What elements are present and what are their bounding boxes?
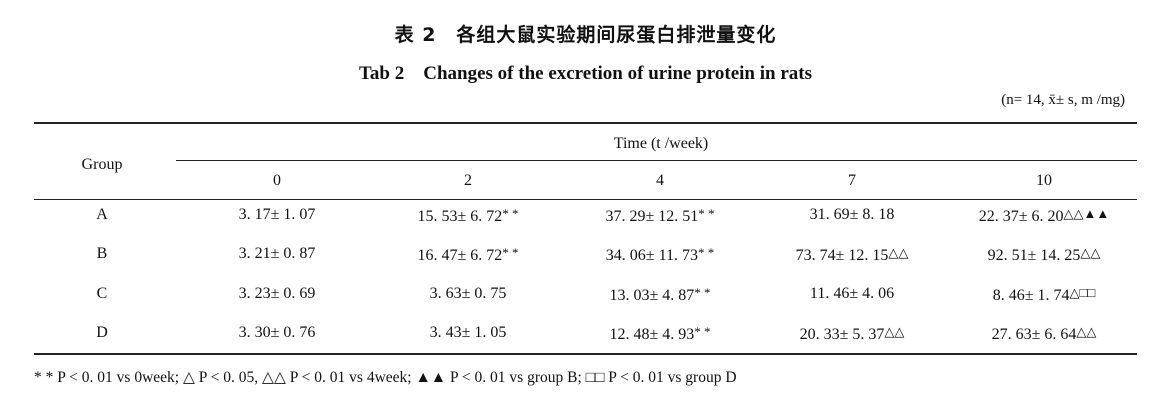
cell-value: 34. 06± 11. 73 (605, 247, 698, 264)
cell-value: 22. 37± 6. 20 (978, 208, 1064, 225)
significance-mark: △△ (888, 245, 909, 260)
cell-value: 15. 53± 6. 72 (417, 208, 503, 225)
table-cell: 37. 29± 12. 51* * (605, 206, 714, 226)
table-cell: 16. 47± 6. 72* * (417, 245, 518, 265)
significance-mark: △△ (1080, 245, 1101, 260)
week-header-3: 7 (848, 172, 856, 189)
cell-value: 3. 43± 1. 05 (429, 324, 507, 341)
significance-mark: * * (694, 324, 711, 339)
group-label: B (96, 245, 108, 262)
bottom-rule (34, 353, 1137, 355)
cell-value: 73. 74± 12. 15 (795, 247, 889, 264)
cell-value: 37. 29± 12. 51 (605, 208, 699, 225)
week-header-4: 10 (1036, 172, 1052, 189)
cell-value: 31. 69± 8. 18 (809, 206, 895, 223)
cell-value: 11. 46± 4. 06 (809, 285, 895, 302)
table-cell: 11. 46± 4. 06 (810, 285, 894, 303)
cell-value: 20. 33± 5. 37 (799, 326, 885, 343)
table-cell: 3. 43± 1. 05 (430, 324, 507, 342)
cell-value: 3. 21± 0. 87 (238, 245, 316, 262)
table-cell: 20. 33± 5. 37△△ (800, 324, 905, 344)
table-cell: 3. 21± 0. 87 (239, 245, 316, 263)
cell-value: 3. 17± 1. 07 (238, 206, 316, 223)
significance-mark: * * (697, 245, 715, 260)
table-cell: 3. 17± 1. 07 (239, 206, 316, 224)
group-label: D (96, 324, 108, 341)
table-cell: 34. 06± 11. 73* * (606, 245, 714, 265)
cell-value: 3. 63± 0. 75 (429, 285, 507, 302)
significance-mark: * * (502, 206, 519, 221)
table-cell: 92. 51± 14. 25△△ (988, 245, 1101, 265)
table-footnote: * * P < 0. 01 vs 0week; △ P < 0. 05, △△ … (34, 369, 737, 386)
cell-value: 16. 47± 6. 72 (417, 247, 503, 264)
table-cell: 31. 69± 8. 18 (810, 206, 895, 224)
header-bottom-rule (34, 199, 1137, 200)
table-cell: 8. 46± 1. 74△□□ (993, 285, 1095, 305)
week-header-1: 2 (464, 172, 472, 189)
table-title-english: Tab 2 Changes of the excretion of urine … (358, 63, 812, 84)
time-header: Time (t /week) (613, 135, 709, 152)
significance-mark: * * (502, 245, 519, 260)
significance-mark: * * (698, 206, 715, 221)
significance-mark: △□□ (1069, 285, 1096, 300)
top-rule (34, 122, 1137, 124)
week-header-2: 4 (656, 172, 664, 189)
cell-value: 92. 51± 14. 25 (987, 247, 1081, 264)
table-title-chinese: 表 2 各组大鼠实验期间尿蛋白排泄量变化 (394, 24, 777, 46)
cell-value: 13. 03± 4. 87 (609, 287, 695, 304)
significance-mark: * * (694, 285, 711, 300)
cell-value: 3. 30± 0. 76 (238, 324, 316, 341)
table-cell: 27. 63± 6. 64△△ (992, 324, 1097, 344)
table-cell: 3. 30± 0. 76 (239, 324, 316, 342)
table-cell: 3. 23± 0. 69 (239, 285, 316, 303)
table-cell: 13. 03± 4. 87* * (609, 285, 710, 305)
cell-value: 12. 48± 4. 93 (609, 326, 695, 343)
cell-value: 27. 63± 6. 64 (991, 326, 1077, 343)
table-cell: 15. 53± 6. 72* * (417, 206, 518, 226)
week-header-0: 0 (273, 172, 281, 189)
time-span-rule (176, 160, 1137, 161)
table-cell: 12. 48± 4. 93* * (609, 324, 710, 344)
group-label: A (96, 206, 108, 223)
significance-mark: △△ (1076, 324, 1097, 339)
significance-mark: △△▲▲ (1063, 206, 1110, 221)
group-column-header: Group (81, 156, 123, 173)
significance-mark: △△ (884, 324, 905, 339)
table-cell: 3. 63± 0. 75 (430, 285, 507, 303)
group-label: C (96, 285, 108, 302)
table-cell: 22. 37± 6. 20△△▲▲ (979, 206, 1110, 226)
cell-value: 8. 46± 1. 74 (992, 287, 1070, 304)
table-units-note: (n= 14, x̄± s, m /mg) (1001, 92, 1125, 108)
cell-value: 3. 23± 0. 69 (238, 285, 316, 302)
table-cell: 73. 74± 12. 15△△ (796, 245, 909, 265)
